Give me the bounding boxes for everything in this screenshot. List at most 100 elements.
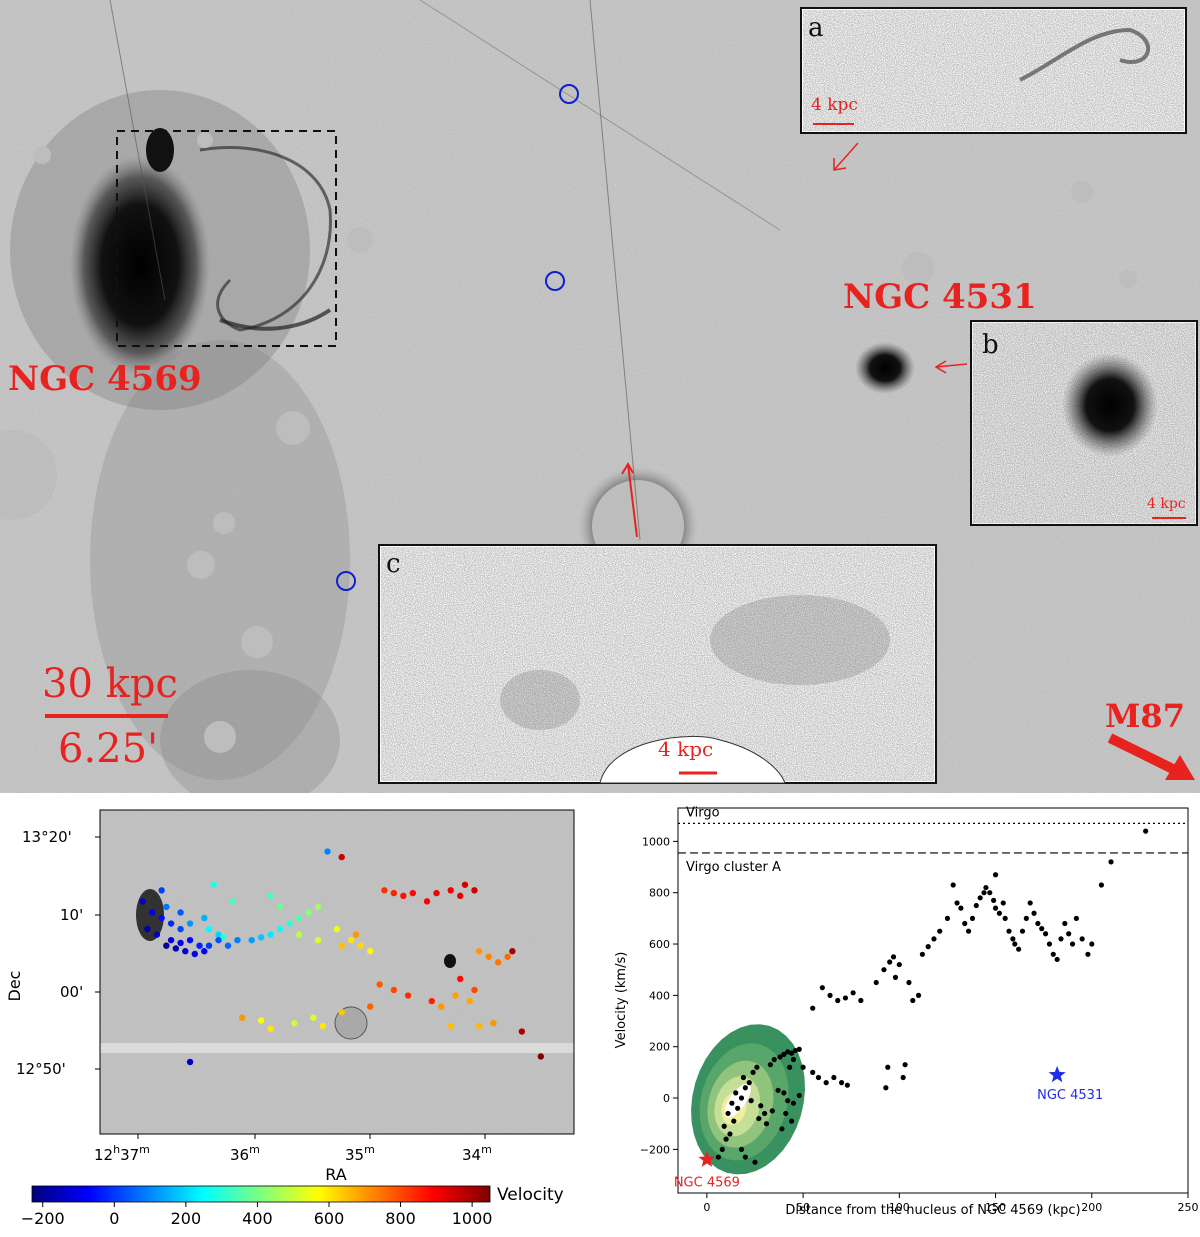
velocity-point (267, 1025, 274, 1032)
galaxy-point (1006, 928, 1012, 934)
velocity-point (158, 914, 165, 922)
velocity-point (471, 986, 478, 994)
galaxy-point (758, 1103, 764, 1109)
galaxy-point (881, 967, 887, 973)
velocity-point (286, 920, 293, 927)
galaxy-point (950, 882, 956, 888)
xtick-label: 0 (703, 1201, 710, 1214)
galaxy-point (1035, 920, 1041, 927)
galaxy-point (796, 1046, 802, 1052)
galaxy-point (725, 1110, 731, 1117)
velocity-point (352, 931, 360, 938)
colorbar-label: Velocity (497, 1185, 564, 1205)
galaxy-point (775, 1087, 781, 1093)
velocity-point (205, 925, 213, 933)
velocity-point (457, 975, 464, 983)
ytick-label: −200 (640, 1143, 670, 1156)
velocity-point (177, 925, 184, 933)
velocity-point (357, 942, 364, 949)
galaxy-point (944, 915, 951, 921)
galaxy-point (754, 1064, 760, 1070)
galaxy-point (790, 1100, 797, 1106)
ytick-label: 12°50' (16, 1060, 66, 1078)
inset-a-scale-label: 4 kpc (811, 95, 858, 115)
galaxy-point (735, 1105, 741, 1111)
velocity-point (139, 898, 146, 905)
m87-label: M87 (1105, 697, 1185, 735)
galaxy-point (719, 1146, 725, 1152)
velocity-point (177, 939, 184, 947)
galaxy-point (996, 910, 1002, 916)
colorbar-tick-label: 1000 (452, 1209, 493, 1228)
galaxy-point (752, 1159, 758, 1165)
galaxy-point (781, 1090, 787, 1096)
galaxy-point (838, 1080, 845, 1086)
velocity-point (239, 1014, 246, 1021)
galaxy-point (969, 915, 976, 921)
velocity-point (461, 881, 469, 888)
velocity-point (314, 936, 322, 944)
galaxy-point (1050, 951, 1056, 957)
galaxy-star-label: NGC 4531 (1037, 1088, 1103, 1103)
velocity-point (518, 1028, 526, 1035)
galaxy-point (715, 1154, 722, 1160)
galaxy-point (931, 936, 937, 942)
velocity-point (210, 881, 217, 888)
galaxy-point (1062, 920, 1068, 927)
velocity-point (158, 887, 165, 894)
velocity-point (267, 892, 274, 900)
velocity-point (229, 898, 236, 905)
galaxy-point (1016, 946, 1022, 952)
velocity-point (215, 936, 222, 944)
velocity-point (220, 934, 227, 941)
galaxy-point (790, 1056, 797, 1063)
galaxy-point (844, 1082, 850, 1088)
velocity-point (144, 925, 151, 933)
scale-kpc-label: 30 kpc (42, 661, 178, 707)
galaxy-point (763, 1121, 770, 1127)
colorbar-tick-label: 600 (314, 1209, 345, 1228)
y-axis-label: Dec (5, 971, 24, 1002)
galaxy-point (981, 890, 987, 896)
galaxy-point (1031, 910, 1037, 916)
velocity-point (338, 1008, 345, 1016)
velocity-point (338, 942, 345, 949)
galaxy-point (1079, 936, 1085, 942)
galaxy-point (819, 985, 825, 991)
galaxy-star-marker (698, 1150, 716, 1167)
velocity-point (452, 992, 459, 999)
deep-image-panel: NGC 4531 NGC 4569 30 kpc 6.25' M87 a 4 k… (0, 0, 1200, 793)
colorbar-tick-label: 400 (242, 1209, 273, 1228)
inset-b-letter: b (982, 330, 999, 360)
galaxy-point (906, 979, 912, 986)
m87-arrow (1107, 733, 1178, 775)
galaxy-point (783, 1110, 789, 1117)
velocity-point (163, 942, 170, 949)
galaxy-point (890, 954, 897, 960)
galaxy-point (1073, 915, 1079, 921)
galaxy-point (756, 1115, 762, 1122)
velocity-point (366, 948, 374, 955)
galaxy-point (1098, 882, 1104, 888)
galaxy-point (1058, 936, 1064, 942)
colorbar (31, 1185, 491, 1203)
velocity-point (471, 887, 478, 894)
xtick-label: 36m (230, 1143, 260, 1164)
x-axis-label: Distance from the nucleus of NGC 4569 (k… (785, 1203, 1080, 1218)
galaxy-point (740, 1074, 747, 1081)
ytick-label: 13°20' (22, 828, 72, 846)
galaxy-point (842, 995, 849, 1001)
galaxy-point (887, 959, 893, 965)
velocity-point (433, 889, 440, 897)
galaxy-point (1042, 931, 1049, 937)
galaxy-star-marker (1048, 1065, 1066, 1083)
ytick-label: 10' (60, 906, 83, 924)
galaxy-point (742, 1154, 748, 1160)
galaxy-point (788, 1118, 795, 1124)
blue-circle-markers (336, 84, 579, 591)
reference-line-label: Virgo (686, 805, 720, 820)
galaxy-point (781, 1051, 787, 1057)
galaxy-point (742, 1085, 748, 1091)
galaxy-point (915, 992, 922, 998)
xtick-labels: 12h37m 36m 35m 34m (94, 1143, 492, 1164)
